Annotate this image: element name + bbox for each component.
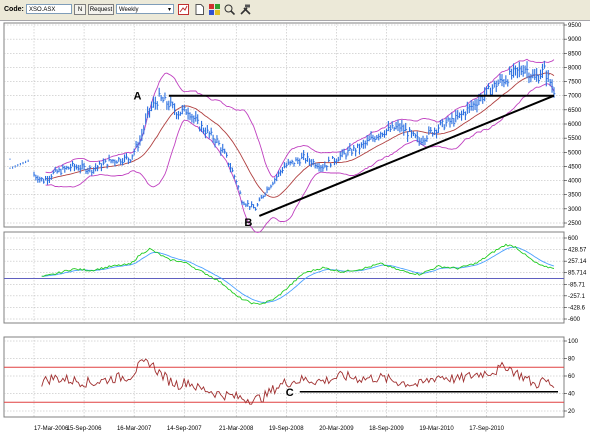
x-axis-tick-label: 17-Sep-2010 bbox=[469, 426, 504, 432]
price-ytick-label: 8000 bbox=[568, 65, 582, 71]
zoom-icon[interactable] bbox=[224, 4, 236, 16]
price-prehistory-dot bbox=[27, 160, 29, 162]
price-ytick-label: 5000 bbox=[568, 150, 582, 156]
x-axis-tick-label: 18-Sep-2009 bbox=[369, 426, 404, 432]
rsi-ytick-label: 40 bbox=[568, 392, 575, 398]
price-ytick-label: 7000 bbox=[568, 94, 582, 100]
macd-ytick-label: 428.57 bbox=[568, 248, 587, 254]
toolbar: Code: XSO.ASX N Request Weekly ▾ bbox=[0, 0, 590, 21]
macd-ytick-label: -257.1 bbox=[568, 294, 586, 300]
rsi-line bbox=[41, 358, 555, 405]
annotation-label-a: A bbox=[134, 91, 142, 103]
period-select-value: Weekly bbox=[119, 7, 139, 13]
price-ytick-label: 5500 bbox=[568, 136, 582, 142]
macd-signal-line bbox=[41, 246, 555, 303]
price-ytick-label: 2500 bbox=[568, 221, 582, 227]
price-prehistory-dot bbox=[19, 164, 21, 166]
code-label: Code: bbox=[4, 6, 24, 13]
macd-ytick-label: 257.14 bbox=[568, 259, 587, 265]
price-prehistory-dot bbox=[12, 166, 14, 168]
n-button[interactable]: N bbox=[74, 4, 86, 15]
rsi-ytick-label: 100 bbox=[568, 339, 579, 345]
price-prehistory-dot bbox=[9, 158, 11, 160]
price-ytick-label: 4500 bbox=[568, 164, 582, 170]
annotation-label-c: C bbox=[286, 387, 294, 399]
x-axis-tick-label: 15-Sep-2006 bbox=[67, 426, 102, 432]
price-ytick-label: 3500 bbox=[568, 193, 582, 199]
support-trendline bbox=[258, 94, 555, 217]
x-axis-tick-label: 20-Mar-2009 bbox=[319, 426, 354, 432]
macd-ytick-label: 600 bbox=[568, 236, 579, 242]
macd-ytick-label: -428.6 bbox=[568, 305, 586, 311]
macd-panel-frame bbox=[3, 231, 565, 324]
bollinger-upper-line bbox=[45, 58, 555, 178]
macd-ytick-label: -600 bbox=[568, 317, 581, 323]
price-prehistory-dot bbox=[17, 164, 19, 166]
price-ytick-label: 9500 bbox=[568, 23, 582, 29]
macd-ytick-label: -85.71 bbox=[568, 282, 586, 288]
price-prehistory-dot bbox=[14, 165, 16, 167]
new-page-icon[interactable] bbox=[194, 4, 205, 15]
chart-area: 9500 9000 8500 8000 7500 7000 6500 6000 5500 5000… bbox=[3, 22, 587, 432]
price-prehistory-dot bbox=[19, 163, 21, 165]
price-prehistory-dot bbox=[9, 167, 11, 169]
price-prehistory-dot bbox=[22, 163, 24, 165]
price-ytick-label: 6000 bbox=[568, 122, 582, 128]
rsi-ytick-label: 60 bbox=[568, 374, 575, 380]
price-ytick-label: 9000 bbox=[568, 37, 582, 43]
annotation-label-b: B bbox=[244, 217, 252, 229]
rsi-ytick-label: 80 bbox=[568, 357, 575, 363]
color-palette-icon[interactable] bbox=[209, 4, 220, 15]
price-ytick-label: 7500 bbox=[568, 80, 582, 86]
price-prehistory-dot bbox=[25, 161, 27, 164]
chart-type-icon[interactable] bbox=[178, 4, 189, 15]
x-axis-tick-label: 16-Mar-2007 bbox=[117, 426, 152, 432]
price-ytick-label: 6500 bbox=[568, 108, 582, 114]
x-axis-tick-label: 17-Mar-2006 bbox=[34, 426, 69, 432]
price-prehistory-dot bbox=[17, 165, 19, 167]
macd-ytick-label: 85.714 bbox=[568, 271, 587, 277]
price-prehistory-dot bbox=[25, 160, 27, 162]
price-ytick-label: 3000 bbox=[568, 207, 582, 213]
period-select[interactable]: Weekly ▾ bbox=[116, 4, 174, 14]
price-prehistory-dot bbox=[22, 161, 24, 164]
macd-line bbox=[41, 243, 555, 305]
request-button[interactable]: Request bbox=[88, 4, 114, 15]
x-axis-tick-label: 21-Mar-2008 bbox=[219, 426, 254, 432]
x-axis-tick-label: 14-Sep-2007 bbox=[167, 426, 202, 432]
price-ytick-label: 8500 bbox=[568, 51, 582, 57]
price-prehistory-dot bbox=[12, 167, 14, 169]
price-panel-frame bbox=[3, 22, 565, 228]
bollinger-lower-line bbox=[45, 83, 555, 233]
code-input[interactable]: XSO.ASX bbox=[26, 4, 72, 14]
tools-icon[interactable] bbox=[240, 4, 251, 15]
x-axis-tick-label: 19-Sep-2008 bbox=[269, 426, 304, 432]
price-prehistory-dot bbox=[14, 166, 16, 168]
rsi-ytick-label: 20 bbox=[568, 409, 575, 415]
x-axis-tick-label: 19-Mar-2010 bbox=[419, 426, 454, 432]
chevron-down-icon: ▾ bbox=[167, 7, 171, 13]
price-ytick-label: 4000 bbox=[568, 179, 582, 185]
price-prehistory-dot bbox=[27, 159, 29, 161]
